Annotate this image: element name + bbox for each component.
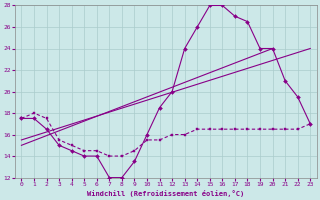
- X-axis label: Windchill (Refroidissement éolien,°C): Windchill (Refroidissement éolien,°C): [87, 190, 244, 197]
